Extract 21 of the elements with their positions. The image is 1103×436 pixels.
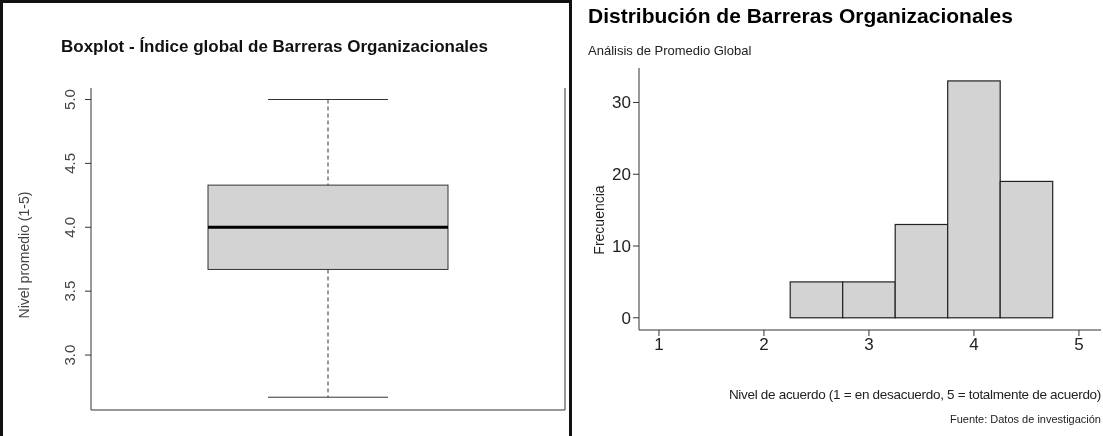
chart-title: Boxplot - Índice global de Barreras Organizacionales	[61, 37, 489, 57]
y-axis-title: Frecuencia	[591, 185, 607, 255]
source-note: Fuente: Datos de investigación	[949, 413, 1101, 425]
x-tick-label: 2	[759, 335, 769, 355]
y-tick-label: 0	[621, 308, 631, 328]
y-tick-label: 5.0	[61, 89, 78, 110]
chart-title: Distribución de Barreras Organizacionales	[588, 4, 1013, 28]
y-axis-title: Nivel promedio (1-5)	[16, 191, 32, 319]
y-tick-label: 30	[612, 93, 631, 113]
y-tick-label: 4.5	[61, 152, 78, 174]
y-tick-label: 3.5	[61, 280, 78, 302]
y-tick-label: 4.0	[61, 216, 78, 238]
x-tick-label: 1	[654, 335, 664, 355]
y-tick-label: 3.0	[61, 344, 78, 366]
x-tick-label: 5	[1074, 335, 1084, 355]
y-tick-label: 20	[612, 165, 631, 185]
x-tick-label: 4	[969, 335, 979, 355]
y-tick-label: 10	[612, 237, 631, 257]
x-axis-title: Nivel de acuerdo (1 = en desacuerdo, 5 = totalmente de acuerdo)	[728, 387, 1101, 402]
chart-subtitle: Análisis de Promedio Global	[588, 43, 752, 58]
x-tick-label: 3	[864, 335, 874, 355]
